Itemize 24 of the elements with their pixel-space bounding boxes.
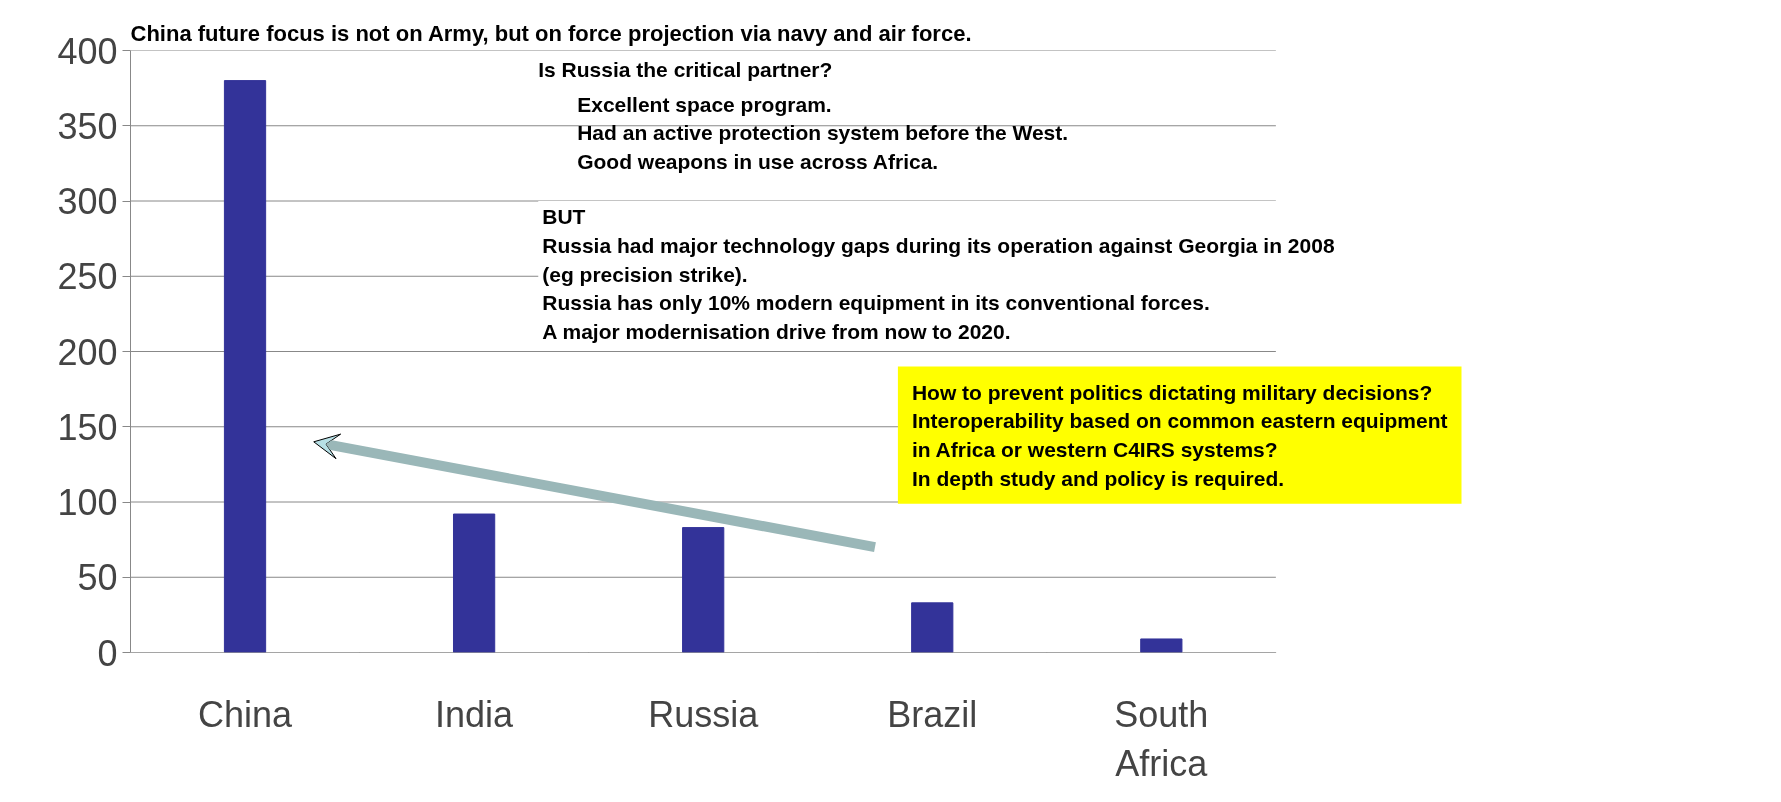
bar — [452, 513, 496, 653]
bar — [1140, 638, 1183, 653]
bar — [911, 602, 954, 653]
x-tick-label: India — [435, 693, 515, 735]
y-tick-label: 150 — [57, 406, 118, 448]
annotation: How to prevent politics dictating military decisions? Interoperability based on common eastern equipment in Africa or western C4IRS systems? In depth study and policy is required. — [911, 380, 1448, 490]
y-tick-label: 100 — [57, 482, 118, 523]
y-tick-label: 300 — [57, 181, 118, 222]
y-tick-label: 0 — [97, 632, 118, 674]
annotation: BUT Russia had major technology gaps during its operation against Georgia in 2008 (eg precision strike). Russia has only 10% modern equipment in its conventional forces. A major modernisation drive from now to 2020. — [542, 205, 1335, 343]
y-tick-label: 50 — [77, 557, 118, 599]
y-tick-label: 400 — [57, 30, 118, 72]
bar — [223, 80, 267, 653]
annotation: Excellent space program. Had an active protection system before the West. Good weapons in use across Africa. — [577, 92, 1069, 174]
chart-title: China future focus is not on Army, but on force projection via navy and air force. — [130, 20, 972, 46]
x-tick-label: Brazil — [887, 693, 978, 735]
y-tick-label: 250 — [57, 256, 118, 298]
x-tick-label: Russia — [648, 693, 760, 735]
bar — [682, 527, 725, 653]
x-tick-label: South Africa — [1114, 693, 1209, 784]
y-tick-label: 200 — [57, 331, 118, 373]
annotation: Is Russia the critical partner? — [538, 58, 833, 82]
x-tick-label: China — [198, 693, 294, 735]
y-tick-label: 350 — [57, 105, 118, 147]
